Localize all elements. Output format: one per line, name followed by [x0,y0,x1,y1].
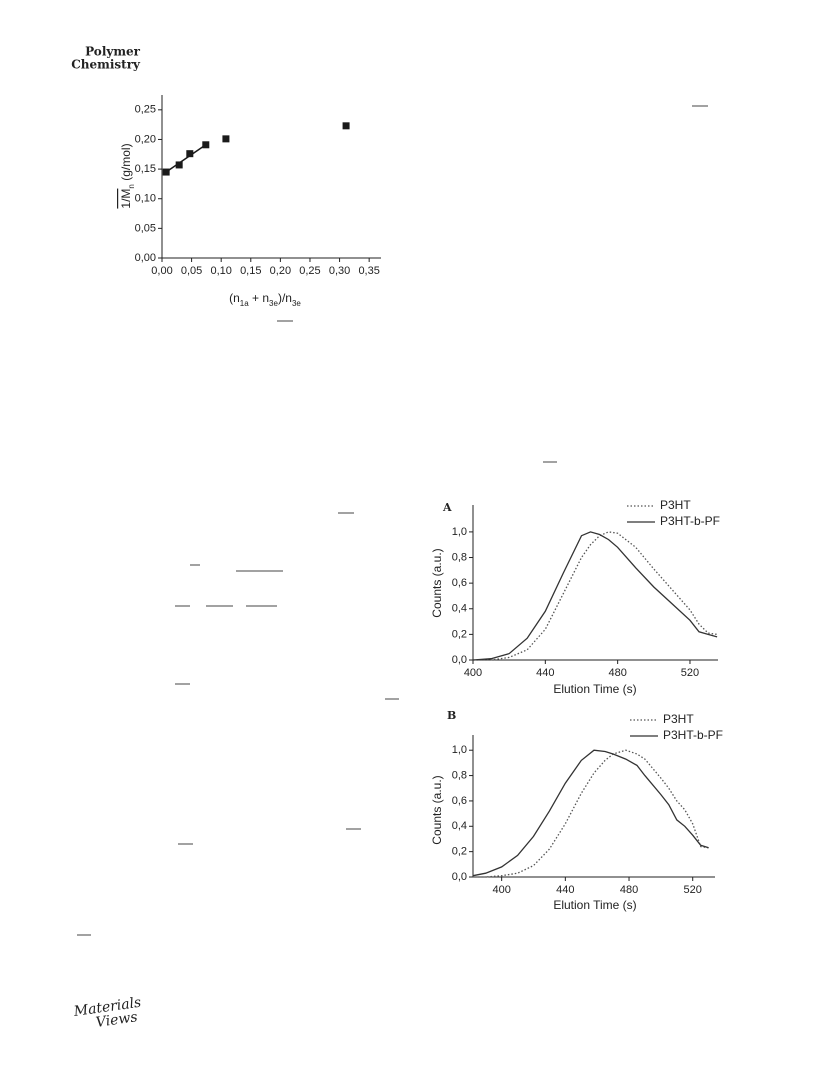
x-tick-label: 520 [684,884,702,896]
y-tick-label: 0,25 [135,104,156,116]
y-tick-label: 0,10 [135,193,156,205]
axis-label-part: (g/mol) [119,143,133,184]
series-line [472,531,718,661]
axis-label-part: 1/M [119,189,133,209]
x-tick-label: 0,15 [240,265,261,277]
axis-label-part: + n [249,291,269,305]
y-tick-label: 0,0 [452,871,467,883]
point [162,168,170,176]
y-tick-label: 0,0 [452,654,467,666]
x-tick-label: 440 [536,667,554,679]
x-tick-label: 0,35 [358,265,379,277]
x-tick-label: 0,25 [299,265,320,277]
series-line [472,749,709,877]
text-marks [77,105,708,936]
y-tick-label: 1,0 [452,744,467,756]
axis-label-part: Counts (a.u.) [430,775,444,844]
axis-label-sub: 1a [240,299,249,308]
logo: Views [95,1009,139,1031]
legend-label: P3HT-b-PF [660,514,720,528]
y-tick-label: 0,05 [135,222,156,234]
point [202,141,210,149]
axis-label: Elution Time (s) [553,898,636,912]
axis-label-sub: n [127,184,136,188]
x-tick-label: 400 [464,667,482,679]
y-tick-label: 0,00 [135,252,156,264]
y-tick-label: 0,4 [452,603,467,615]
x-tick-label: 0,00 [151,265,172,277]
axis-label: 1/Mn (g/mol) [119,143,135,208]
point [222,135,230,143]
axis-label-part: Counts (a.u.) [430,548,444,617]
x-tick-label: 480 [608,667,626,679]
axis-label: Counts (a.u.) [430,548,444,617]
y-tick-label: 0,6 [452,795,467,807]
x-tick-label: 520 [681,667,699,679]
y-tick-label: 0,4 [452,820,467,832]
point [175,161,183,169]
x-tick-label: 400 [492,884,510,896]
journal-name: Polymer [85,45,141,59]
y-tick-label: 0,6 [452,577,467,589]
y-tick-label: 0,2 [452,628,467,640]
axis-label-part: )/n [278,291,292,305]
panel-label: A [442,501,452,514]
axis-label-sub: 3e [292,299,301,308]
y-tick-label: 1,0 [452,526,467,538]
y-tick-label: 0,8 [452,769,467,781]
x-tick-label: 0,20 [270,265,291,277]
legend-label: P3HT [663,712,694,726]
x-tick-label: 0,05 [181,265,202,277]
x-tick-label: 440 [556,884,574,896]
y-tick-label: 0,2 [452,846,467,858]
axis-label: (n1a + n3e)/n3e [229,291,301,307]
series-line [473,531,718,661]
x-tick-label: 0,30 [329,265,350,277]
y-tick-label: 0,20 [135,133,156,145]
axis-label-part: Elution Time (s) [553,898,636,912]
journal-name: Chemistry [71,58,141,72]
x-tick-label: 0,10 [210,265,231,277]
fit-line [165,144,207,173]
axis-label: Elution Time (s) [553,682,636,696]
legend-label: P3HT [660,498,691,512]
point [342,122,350,130]
point [186,150,194,158]
panel-label: B [447,709,456,722]
axis-label-part: Elution Time (s) [553,682,636,696]
x-tick-label: 480 [620,884,638,896]
axis-label: Counts (a.u.) [430,775,444,844]
y-tick-label: 0,15 [135,163,156,175]
axis-label-part: (n [229,291,240,305]
axis-label-sub: 3e [269,299,278,308]
y-tick-label: 0,8 [452,551,467,563]
legend-label: P3HT-b-PF [663,728,723,742]
